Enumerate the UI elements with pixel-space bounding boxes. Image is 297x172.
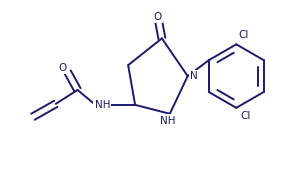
Text: NH: NH	[95, 100, 110, 110]
Text: Cl: Cl	[238, 30, 248, 40]
Text: O: O	[154, 12, 162, 22]
Text: O: O	[59, 63, 67, 73]
Text: NH: NH	[160, 116, 176, 126]
Text: Cl: Cl	[240, 111, 250, 121]
Text: N: N	[190, 71, 198, 81]
